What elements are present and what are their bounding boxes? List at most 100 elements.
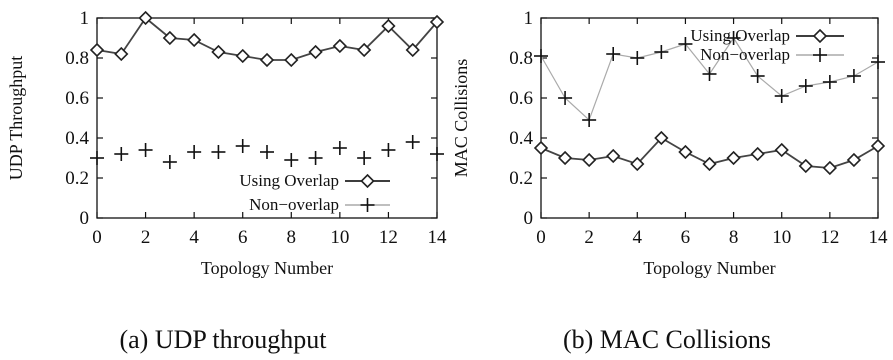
data-point-plus [702, 67, 717, 81]
data-point-plus [534, 49, 548, 63]
x-tick-label: 8 [729, 227, 739, 248]
data-point-plus [284, 153, 299, 167]
data-point-diamond [187, 32, 202, 48]
data-point-plus [211, 145, 226, 159]
data-point-plus [260, 145, 274, 159]
y-axis-label: UDP Throughput [6, 56, 26, 181]
data-point-diamond [235, 48, 250, 64]
data-point-diamond [332, 38, 347, 54]
legend: Using Overlap Non−overlap [239, 171, 390, 214]
y-tick-label: 0.8 [65, 48, 89, 69]
x-axis-label: Topology Number [643, 258, 775, 278]
y-tick-label: 0.4 [509, 128, 533, 149]
legend-label: Non−overlap [700, 45, 790, 64]
data-point-plus [871, 55, 885, 69]
x-tick-label: 12 [379, 227, 398, 248]
y-tick-label: 0 [80, 208, 90, 229]
data-point-diamond [798, 158, 813, 174]
data-point-plus [405, 135, 420, 149]
data-point-diamond [89, 42, 105, 58]
x-tick-label: 10 [772, 227, 791, 248]
data-point-diamond [678, 144, 693, 160]
data-point-plus [430, 147, 444, 161]
data-point-diamond [774, 142, 789, 158]
data-point-plus [308, 151, 323, 165]
x-tick-label: 2 [584, 227, 594, 248]
data-point-diamond [357, 42, 372, 58]
x-tick-label: 0 [536, 227, 546, 248]
plot-frame [540, 17, 879, 219]
data-point-plus [332, 141, 347, 155]
data-point-diamond [138, 10, 153, 26]
data-point-plus [630, 51, 645, 65]
x-tick-label: 14 [869, 227, 889, 248]
data-point-diamond [702, 156, 717, 172]
data-point-diamond [114, 46, 129, 62]
x-tick-label: 4 [189, 227, 199, 248]
data-point-plus [726, 31, 741, 45]
data-point-diamond [846, 152, 862, 168]
data-point-diamond [259, 52, 275, 68]
data-point-plus [846, 69, 861, 83]
data-point-plus [654, 45, 669, 59]
data-point-plus [558, 91, 573, 105]
data-point-diamond [284, 52, 299, 68]
data-point-diamond [211, 44, 226, 60]
data-point-diamond [654, 130, 669, 146]
data-point-diamond [405, 42, 420, 58]
legend-label: Non−overlap [249, 195, 339, 214]
data-point-diamond [162, 30, 177, 46]
data-point-diamond [750, 146, 765, 162]
x-tick-label: 6 [238, 227, 248, 248]
data-point-plus [162, 155, 177, 169]
data-point-plus [582, 113, 597, 127]
x-tick-label: 0 [92, 227, 102, 248]
legend-marker-diamond [812, 28, 828, 44]
data-point-diamond [582, 152, 597, 168]
data-point-plus [114, 147, 129, 161]
chart-caption: (a) UDP throughput [119, 325, 327, 354]
data-point-diamond [557, 150, 573, 166]
x-tick-label: 2 [141, 227, 151, 248]
y-tick-label: 0.6 [65, 88, 89, 109]
legend-label: Using Overlap [239, 171, 339, 190]
legend-label: Using Overlap [690, 26, 790, 45]
x-tick-label: 14 [428, 227, 448, 248]
data-point-plus [606, 47, 621, 61]
y-tick-label: 0.8 [509, 48, 533, 69]
data-point-plus [678, 37, 693, 51]
data-point-plus [750, 69, 765, 83]
data-point-plus [822, 75, 837, 89]
data-point-diamond [870, 138, 886, 154]
data-point-plus [187, 145, 202, 159]
x-tick-label: 4 [633, 227, 643, 248]
data-point-plus [357, 151, 372, 165]
data-point-diamond [381, 18, 396, 34]
data-point-plus [798, 79, 813, 93]
x-tick-label: 8 [287, 227, 297, 248]
data-point-plus [381, 143, 396, 157]
y-tick-label: 0 [524, 208, 534, 229]
y-tick-label: 0.2 [65, 168, 89, 189]
x-tick-label: 6 [681, 227, 691, 248]
y-tick-label: 0.4 [65, 128, 89, 149]
y-tick-label: 1 [80, 8, 90, 29]
data-point-diamond [822, 160, 837, 176]
y-tick-label: 0.2 [509, 168, 533, 189]
data-point-diamond [429, 14, 445, 30]
chart-caption: (b) MAC Collisions [563, 325, 771, 354]
data-point-diamond [726, 150, 741, 166]
data-point-diamond [606, 148, 621, 164]
data-point-diamond [630, 156, 645, 172]
data-point-plus [774, 89, 789, 103]
legend-marker-diamond [360, 173, 375, 189]
data-point-plus [90, 151, 104, 165]
data-point-diamond [308, 44, 323, 60]
x-tick-label: 10 [330, 227, 349, 248]
y-tick-label: 0.6 [509, 88, 533, 109]
y-tick-label: 1 [524, 8, 534, 29]
